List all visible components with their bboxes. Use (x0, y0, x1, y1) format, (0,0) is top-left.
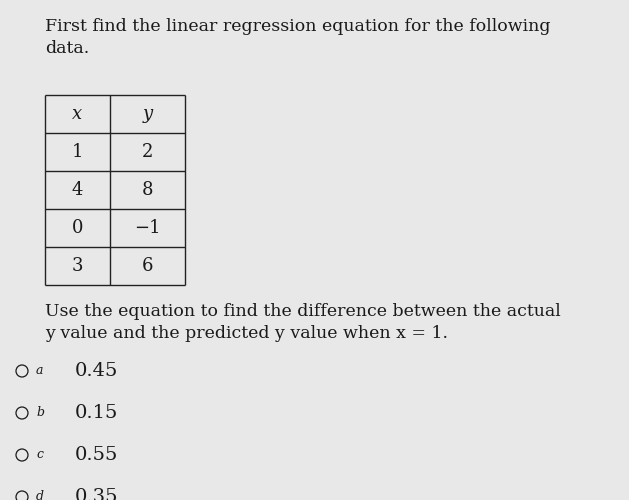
Text: 4: 4 (72, 181, 83, 199)
Text: c: c (36, 448, 43, 462)
Text: 8: 8 (142, 181, 153, 199)
Text: 2: 2 (142, 143, 153, 161)
Text: First find the linear regression equation for the following: First find the linear regression equatio… (45, 18, 550, 35)
Text: data.: data. (45, 40, 89, 57)
Text: a: a (36, 364, 43, 378)
Text: d: d (36, 490, 44, 500)
Text: 1: 1 (72, 143, 83, 161)
Text: y: y (142, 105, 153, 123)
Text: −1: −1 (134, 219, 161, 237)
Text: 0.15: 0.15 (75, 404, 118, 422)
Text: 3: 3 (72, 257, 83, 275)
Text: y value and the predicted y value when x = 1.: y value and the predicted y value when x… (45, 325, 448, 342)
Text: 0.45: 0.45 (75, 362, 118, 380)
Text: x: x (72, 105, 82, 123)
Text: 0.55: 0.55 (75, 446, 118, 464)
Text: 6: 6 (142, 257, 153, 275)
Text: 0.35: 0.35 (75, 488, 118, 500)
Text: b: b (36, 406, 44, 420)
Text: 0: 0 (72, 219, 83, 237)
Text: Use the equation to find the difference between the actual: Use the equation to find the difference … (45, 303, 560, 320)
